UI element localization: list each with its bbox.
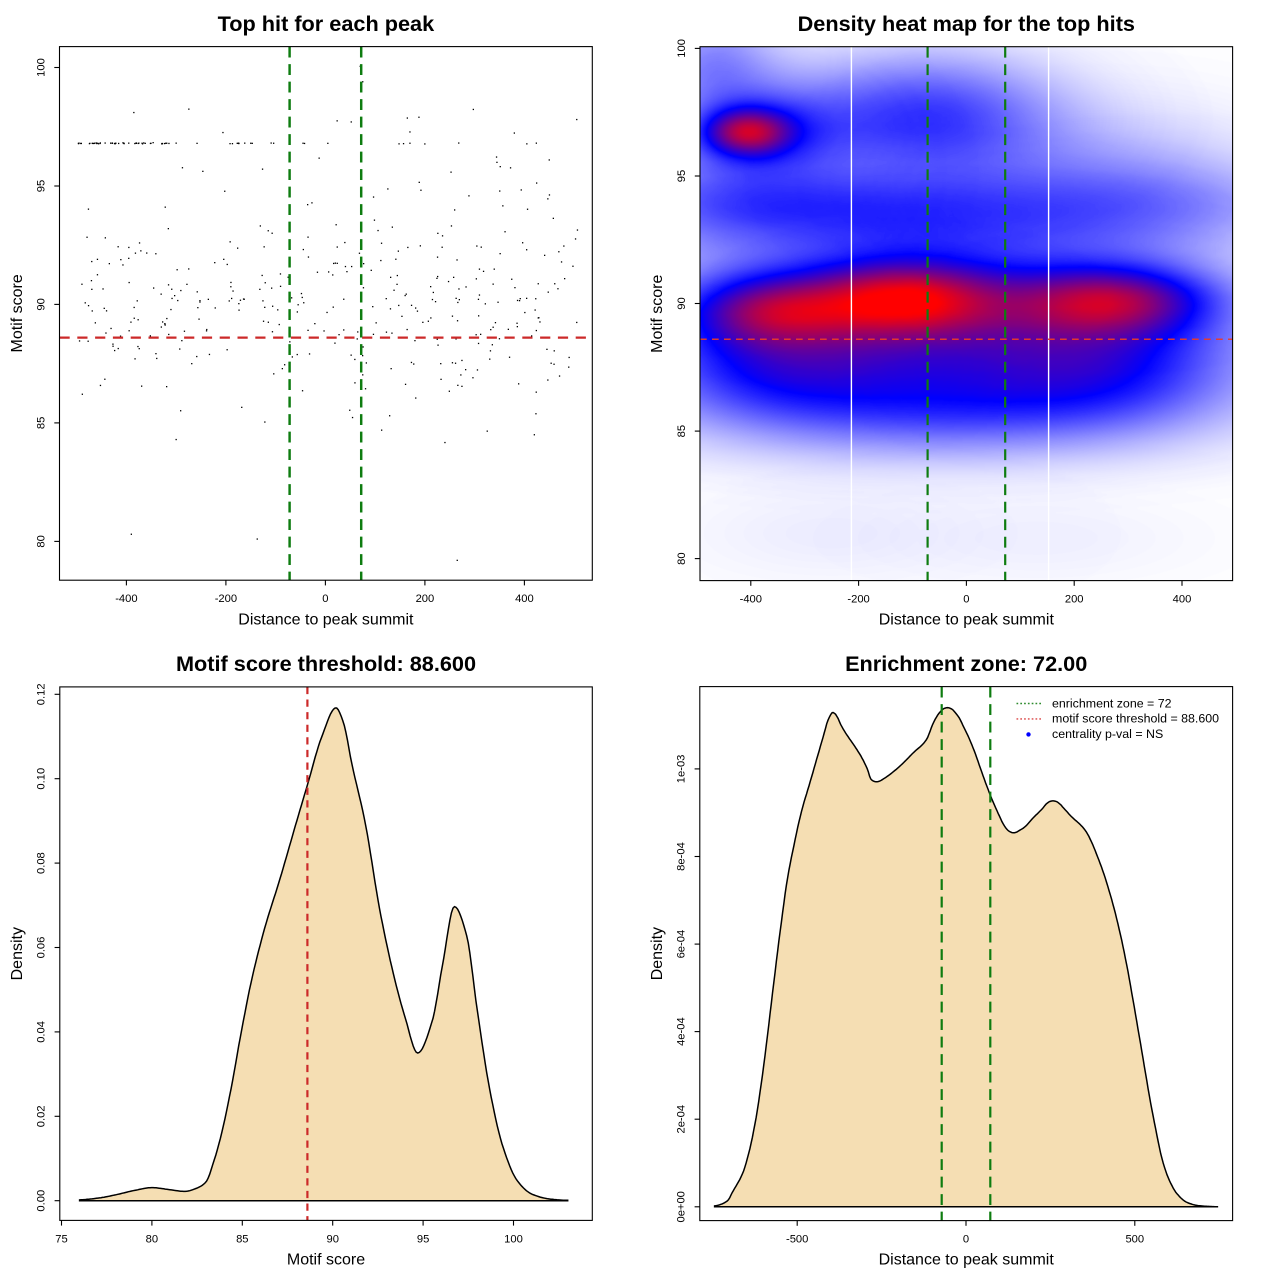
svg-text:80: 80	[676, 552, 688, 564]
svg-text:90: 90	[326, 1233, 338, 1245]
svg-text:-200: -200	[215, 593, 237, 605]
svg-text:0.08: 0.08	[36, 852, 48, 874]
svg-text:0: 0	[963, 594, 969, 606]
svg-text:Distance to peak summit: Distance to peak summit	[238, 611, 414, 628]
svg-text:Density heat map for the top h: Density heat map for the top hits	[798, 11, 1135, 36]
svg-text:85: 85	[35, 417, 47, 429]
svg-text:80: 80	[35, 535, 47, 547]
svg-text:100: 100	[504, 1233, 523, 1245]
svg-text:0.12: 0.12	[36, 683, 48, 705]
svg-text:centrality p-val = NS: centrality p-val = NS	[1052, 727, 1163, 741]
svg-text:75: 75	[55, 1233, 67, 1245]
svg-text:400: 400	[1173, 594, 1192, 606]
svg-text:95: 95	[676, 170, 688, 182]
svg-text:95: 95	[417, 1233, 429, 1245]
svg-text:90: 90	[676, 297, 688, 309]
svg-text:-500: -500	[786, 1234, 808, 1246]
svg-text:motif score threshold = 88.600: motif score threshold = 88.600	[1052, 712, 1219, 726]
svg-text:1e-03: 1e-03	[676, 755, 688, 784]
svg-text:Motif score: Motif score	[649, 274, 666, 352]
svg-text:Enrichment zone: 72.00: Enrichment zone: 72.00	[845, 651, 1087, 676]
svg-text:Motif score: Motif score	[287, 1251, 365, 1268]
svg-text:Distance to peak summit: Distance to peak summit	[879, 611, 1055, 628]
svg-text:100: 100	[676, 39, 688, 58]
svg-text:4e-04: 4e-04	[676, 1017, 688, 1046]
svg-text:Density: Density	[649, 927, 666, 980]
svg-text:0: 0	[322, 593, 328, 605]
svg-text:0: 0	[963, 1234, 969, 1246]
svg-text:200: 200	[416, 593, 435, 605]
svg-text:-400: -400	[740, 594, 762, 606]
svg-text:100: 100	[35, 58, 47, 77]
svg-text:Density: Density	[9, 927, 26, 980]
svg-text:-400: -400	[115, 593, 137, 605]
svg-text:95: 95	[35, 180, 47, 192]
svg-text:85: 85	[236, 1233, 248, 1245]
svg-text:enrichment zone = 72: enrichment zone = 72	[1052, 696, 1172, 710]
svg-text:6e-04: 6e-04	[676, 930, 688, 959]
svg-text:-200: -200	[847, 594, 869, 606]
svg-text:400: 400	[515, 593, 534, 605]
svg-text:8e-04: 8e-04	[676, 842, 688, 871]
svg-text:0.06: 0.06	[36, 937, 48, 959]
svg-text:Motif score: Motif score	[9, 274, 26, 352]
svg-text:Distance to peak summit: Distance to peak summit	[879, 1251, 1055, 1268]
svg-text:0.00: 0.00	[36, 1190, 48, 1212]
svg-text:2e-04: 2e-04	[676, 1105, 688, 1134]
svg-text:0.04: 0.04	[36, 1021, 48, 1043]
svg-text:0e+00: 0e+00	[676, 1191, 688, 1222]
svg-text:0.02: 0.02	[36, 1105, 48, 1127]
svg-text:Motif score threshold: 88.600: Motif score threshold: 88.600	[176, 651, 476, 676]
svg-text:200: 200	[1065, 594, 1084, 606]
svg-text:90: 90	[35, 298, 47, 310]
svg-text:Top hit for each peak: Top hit for each peak	[218, 11, 435, 36]
svg-text:500: 500	[1125, 1234, 1144, 1246]
svg-text:0.10: 0.10	[36, 768, 48, 790]
svg-text:80: 80	[146, 1233, 158, 1245]
svg-text:85: 85	[676, 425, 688, 437]
